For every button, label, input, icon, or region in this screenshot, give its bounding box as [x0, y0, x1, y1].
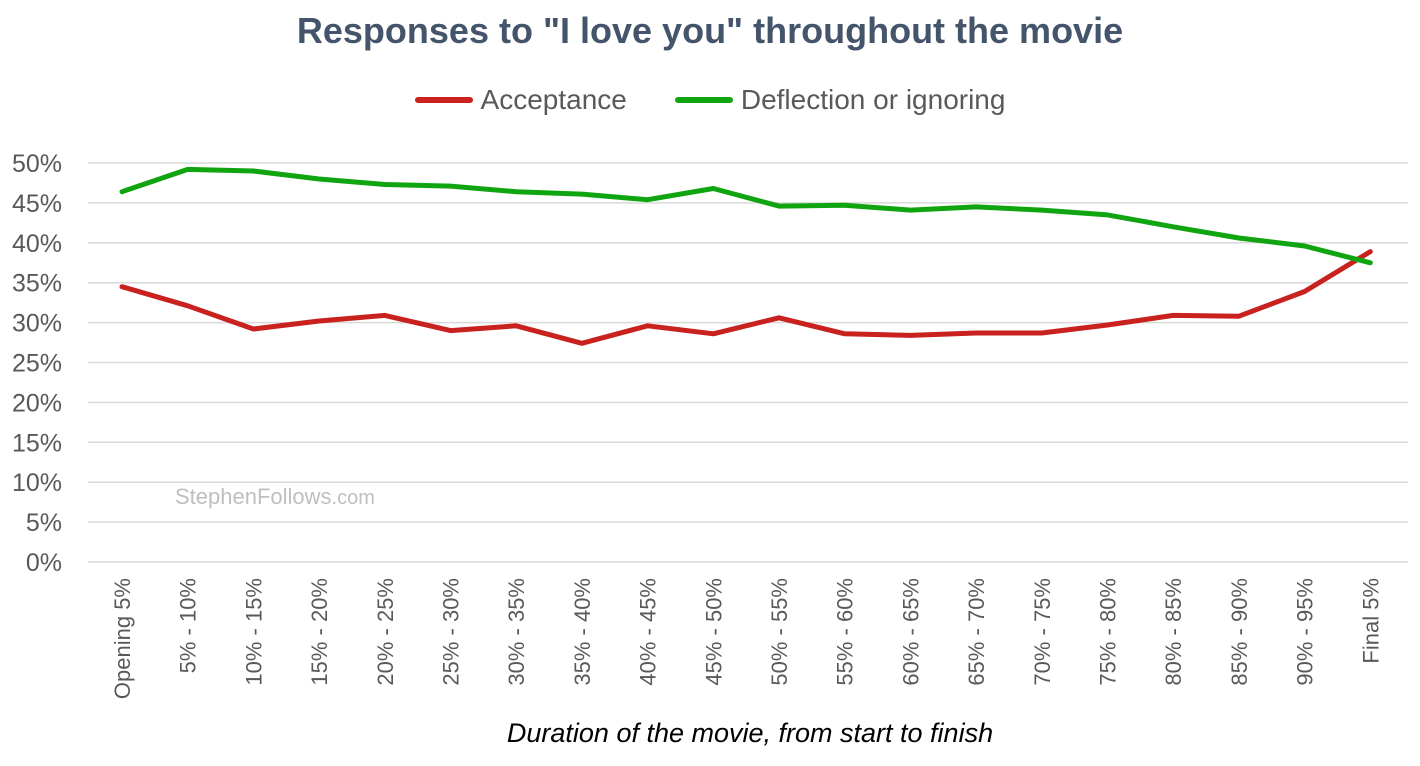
x-tick-label: 85% - 90%: [1227, 578, 1252, 686]
legend: Acceptance Deflection or ignoring: [0, 84, 1420, 116]
y-tick-label: 10%: [12, 469, 62, 497]
x-tick-label: 50% - 55%: [767, 578, 792, 686]
x-tick-label: 25% - 30%: [439, 578, 464, 686]
x-axis-label: Duration of the movie, from start to fin…: [506, 718, 994, 748]
watermark: StephenFollows.com: [175, 484, 375, 510]
x-tick-label: 65% - 70%: [964, 578, 989, 686]
legend-swatch-deflection: [674, 97, 733, 103]
x-tick-label: 20% - 25%: [373, 578, 398, 686]
x-tick-label: 90% - 95%: [1293, 578, 1318, 686]
y-tick-label: 40%: [12, 230, 62, 258]
x-tick-label: 75% - 80%: [1096, 578, 1121, 686]
y-tick-label: 50%: [12, 150, 62, 178]
y-tick-label: 15%: [12, 429, 62, 457]
x-axis-ticks: Opening 5% 5% - 10% 10% - 15% 15% - 20% 20% …: [110, 578, 1383, 699]
x-tick-label: 70% - 75%: [1030, 578, 1055, 686]
series-line-acceptance: [119, 249, 1373, 346]
series-line-deflection: [119, 166, 1373, 266]
legend-label-acceptance: Acceptance: [480, 84, 627, 115]
legend-label-deflection: Deflection or ignoring: [740, 84, 1006, 115]
y-tick-label: 25%: [12, 350, 62, 378]
legend-item-deflection: Deflection or ignoring: [674, 84, 1006, 116]
chart-title: Responses to "I love you" throughout the…: [296, 10, 1124, 51]
watermark-name: StephenFollows: [175, 484, 332, 509]
y-tick-label: 0%: [26, 549, 62, 577]
gridlines: [88, 162, 1408, 563]
y-axis-ticks: 0% 5% 10% 15% 20% 25% 30% 35% 40% 45% 50%: [12, 150, 62, 577]
watermark-domain: .com: [331, 487, 375, 509]
x-tick-label: 15% - 20%: [307, 578, 332, 686]
x-tick-label: 60% - 65%: [898, 578, 923, 686]
x-tick-label: 80% - 85%: [1161, 578, 1186, 686]
legend-item-acceptance: Acceptance: [414, 84, 627, 116]
x-tick-label: Final 5%: [1358, 578, 1383, 664]
y-tick-label: 30%: [12, 310, 62, 338]
y-tick-label: 5%: [26, 509, 62, 537]
x-tick-label: 5% - 10%: [176, 578, 201, 673]
x-tick-label: 10% - 15%: [241, 578, 266, 686]
x-tick-label: 30% - 35%: [504, 578, 529, 686]
x-tick-label: 40% - 45%: [636, 578, 661, 686]
legend-swatch-acceptance: [414, 97, 473, 103]
y-tick-label: 20%: [12, 389, 62, 417]
x-tick-label: 45% - 50%: [701, 578, 726, 686]
series-lines: [119, 166, 1373, 346]
y-tick-label: 35%: [12, 270, 62, 298]
x-tick-label: 55% - 60%: [833, 578, 858, 686]
x-tick-label: Opening 5%: [110, 578, 135, 699]
y-tick-label: 45%: [12, 190, 62, 218]
x-tick-label: 35% - 40%: [570, 578, 595, 686]
